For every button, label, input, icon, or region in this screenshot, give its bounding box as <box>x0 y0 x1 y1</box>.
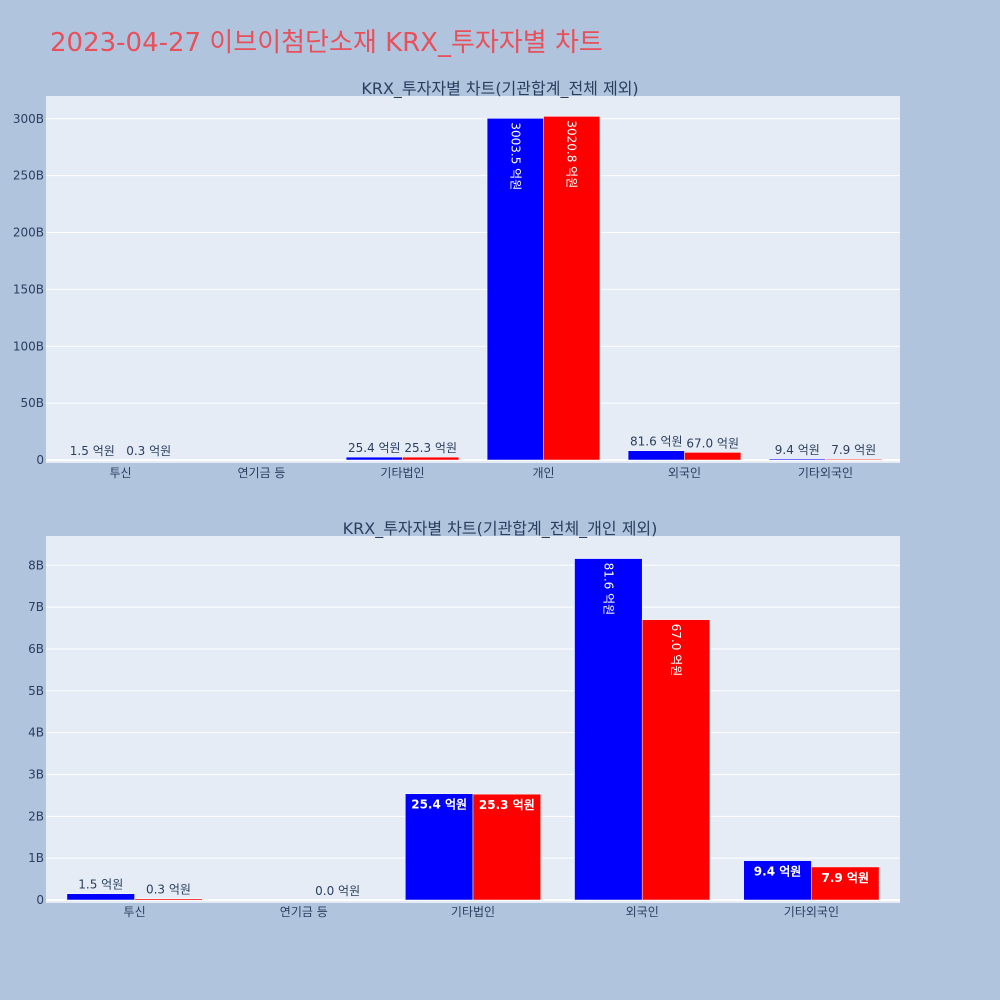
y-tick-label: 0 <box>36 893 44 907</box>
y-tick-label: 8B <box>28 558 44 572</box>
chart-title: KRX_투자자별 차트(기관합계_전체_개인 제외) <box>343 519 658 539</box>
data-label: 3020.8 억원 <box>565 120 579 188</box>
x-tick-label: 개인 <box>532 466 554 480</box>
chart-title: KRX_투자자별 차트(기관합계_전체 제외) <box>361 79 638 99</box>
bar <box>811 866 880 901</box>
y-tick-label: 250B <box>13 169 44 183</box>
y-tick-label: 300B <box>13 112 44 126</box>
y-tick-label: 5B <box>28 684 44 698</box>
x-tick-label: 외국인 <box>626 905 659 919</box>
y-tick-label: 150B <box>13 282 44 296</box>
y-tick-label: 1B <box>28 851 44 865</box>
data-label: 1.5 억원 <box>78 878 123 892</box>
x-tick-label: 외국인 <box>668 466 701 480</box>
data-label: 25.3 억원 <box>404 441 457 455</box>
data-label: 0.3 억원 <box>146 883 191 897</box>
y-tick-label: 100B <box>13 339 44 353</box>
bar <box>486 118 544 461</box>
data-label: 81.6 억원 <box>630 435 683 449</box>
y-tick-label: 2B <box>28 809 44 823</box>
y-tick-label: 6B <box>28 642 44 656</box>
bar <box>641 619 711 901</box>
data-label: 67.0 억원 <box>669 624 683 677</box>
data-label: 9.4 억원 <box>754 865 802 879</box>
x-tick-label: 투신 <box>109 466 131 480</box>
bar <box>472 793 541 901</box>
y-tick-label: 50B <box>20 396 44 410</box>
data-label: 25.4 억원 <box>411 798 467 812</box>
bar <box>627 450 685 461</box>
data-label: 3003.5 억원 <box>508 122 522 190</box>
bar <box>684 452 742 461</box>
bar <box>66 893 135 901</box>
x-tick-label: 투신 <box>124 905 146 919</box>
x-tick-label: 기타법인 <box>380 466 424 480</box>
y-tick-label: 4B <box>28 726 44 740</box>
bar <box>543 116 601 461</box>
x-tick-label: 연기금 등 <box>280 905 328 919</box>
data-label: 25.3 억원 <box>479 798 535 812</box>
data-label: 1.5 억원 <box>70 444 115 458</box>
bar <box>402 456 460 461</box>
bar <box>345 456 403 461</box>
bar <box>574 558 643 901</box>
chart-1: 0 50B 100B 150B 200B 250B 300B KRX_투자자별 차트(기관합계… <box>13 79 900 480</box>
bar <box>768 458 826 461</box>
page-title: 2023-04-27 이브이첨단소재 KRX_투자자별 차트 <box>50 28 603 58</box>
bar <box>134 898 203 901</box>
data-label: 7.9 억원 <box>821 871 869 885</box>
plot-area <box>46 96 900 463</box>
bar <box>743 860 812 901</box>
x-tick-label: 기타외국인 <box>784 905 839 919</box>
x-tick-label: 기타법인 <box>451 905 495 919</box>
y-tick-label: 200B <box>13 226 44 240</box>
data-label: 9.4 억원 <box>775 443 820 457</box>
chart-2: 0 1B 2B 3B 4B 5B 6B 7B 8B KRX_투자자별 차트(기관합계_전체_개인 … <box>28 519 900 919</box>
data-label: 7.9 억원 <box>831 443 876 457</box>
y-tick-label: 0 <box>36 453 44 467</box>
x-tick-label: 기타외국인 <box>798 466 853 480</box>
data-label: 0.3 억원 <box>126 444 171 458</box>
data-label: 25.4 억원 <box>348 441 401 455</box>
y-tick-label: 7B <box>28 600 44 614</box>
data-label: 0.0 억원 <box>315 884 360 898</box>
data-label: 81.6 억원 <box>601 563 615 616</box>
x-tick-label: 연기금 등 <box>238 466 286 480</box>
data-label: 67.0 억원 <box>686 436 739 450</box>
bar <box>405 793 474 901</box>
bar <box>825 458 883 461</box>
y-tick-label: 3B <box>28 767 44 781</box>
